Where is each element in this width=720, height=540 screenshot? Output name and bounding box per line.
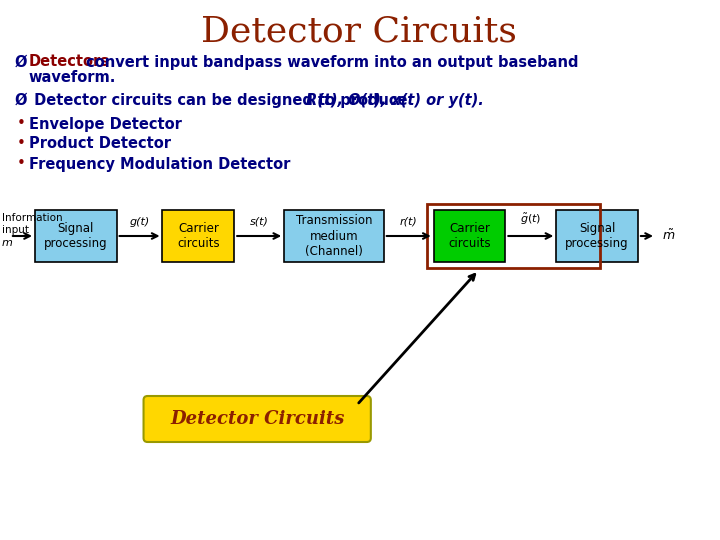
Text: Signal
processing: Signal processing	[44, 222, 107, 250]
Text: •: •	[17, 117, 26, 132]
Text: m: m	[2, 238, 13, 248]
Text: Transmission
medium
(Channel): Transmission medium (Channel)	[296, 214, 372, 258]
Text: Product Detector: Product Detector	[29, 137, 171, 152]
Text: $\tilde{m}$: $\tilde{m}$	[662, 229, 675, 243]
Text: input: input	[2, 225, 29, 235]
Text: Detector Circuits: Detector Circuits	[170, 410, 344, 428]
Text: •: •	[17, 157, 26, 172]
Text: Detector circuits can be designed to produce: Detector circuits can be designed to pro…	[29, 92, 413, 107]
Text: r(t): r(t)	[400, 217, 418, 227]
Text: Signal
processing: Signal processing	[565, 222, 629, 250]
FancyBboxPatch shape	[433, 210, 505, 262]
Text: $\tilde{g}(t)$: $\tilde{g}(t)$	[520, 212, 541, 227]
FancyBboxPatch shape	[557, 210, 638, 262]
Text: s(t): s(t)	[250, 217, 269, 227]
Text: Carrier
circuits: Carrier circuits	[177, 222, 220, 250]
FancyBboxPatch shape	[35, 210, 117, 262]
Text: •: •	[17, 137, 26, 152]
Text: convert input bandpass waveform into an output baseband: convert input bandpass waveform into an …	[81, 55, 578, 70]
Text: Detectors: Detectors	[29, 55, 110, 70]
FancyBboxPatch shape	[284, 210, 384, 262]
Text: Ø: Ø	[15, 55, 32, 70]
Text: g(t): g(t)	[130, 217, 150, 227]
Text: Frequency Modulation Detector: Frequency Modulation Detector	[29, 157, 290, 172]
Text: R(t), Θ(t), x(t) or y(t).: R(t), Θ(t), x(t) or y(t).	[306, 92, 484, 107]
Text: Carrier
circuits: Carrier circuits	[448, 222, 491, 250]
Text: Detector Circuits: Detector Circuits	[201, 15, 517, 49]
Text: Ø: Ø	[15, 92, 27, 107]
Text: Envelope Detector: Envelope Detector	[29, 117, 181, 132]
FancyBboxPatch shape	[143, 396, 371, 442]
Text: Information: Information	[2, 213, 63, 223]
FancyBboxPatch shape	[163, 210, 234, 262]
Text: waveform.: waveform.	[29, 71, 117, 85]
